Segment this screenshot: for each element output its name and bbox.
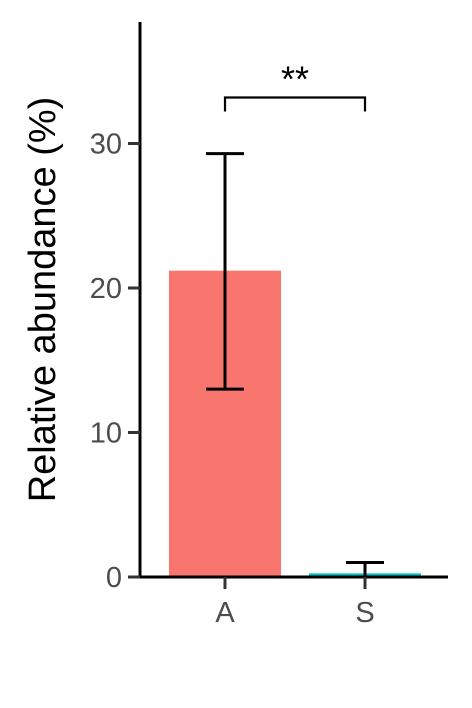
y-tick-label: 20	[90, 273, 122, 305]
y-ticks: 0 10 20 30	[90, 129, 140, 594]
error-bar-A	[206, 152, 244, 391]
y-tick-label: 10	[90, 418, 122, 450]
bracket-line	[223, 96, 367, 112]
x-tick-label-A: A	[215, 597, 235, 629]
axes-layer	[138, 22, 448, 579]
y-axis-title: Relative abundance (%)	[22, 97, 64, 503]
x-tick-label-S: S	[355, 597, 374, 629]
y-tick-label: 0	[106, 562, 122, 594]
significance-bracket: **	[223, 58, 367, 112]
y-tick-label: 30	[90, 129, 122, 161]
significance-annotations: **	[223, 58, 367, 112]
significance-label: **	[281, 58, 309, 99]
bars-layer	[169, 270, 421, 577]
